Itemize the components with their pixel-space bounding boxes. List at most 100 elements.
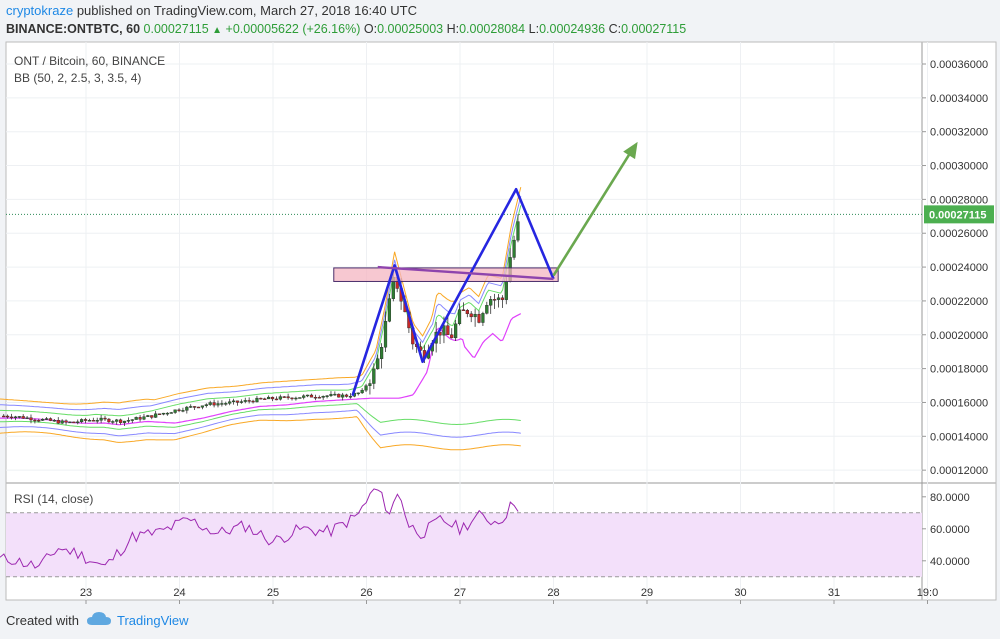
- candle-body: [173, 409, 177, 413]
- candle-body: [48, 418, 53, 421]
- time-tick-label: 27: [454, 587, 466, 599]
- price-tick-label: 0.00018000: [930, 364, 988, 376]
- candle-body: [68, 421, 72, 424]
- candle-body: [60, 420, 64, 424]
- price-tick-label: 0.00022000: [930, 296, 988, 308]
- candle-body: [454, 323, 458, 339]
- bb-indicator-label: BB (50, 2, 2.5, 3, 3.5, 4): [14, 71, 141, 85]
- candle-body: [200, 405, 205, 408]
- candle-body: [76, 421, 80, 424]
- price-tag-background: [924, 205, 994, 224]
- candle-body: [118, 419, 123, 423]
- candle-body: [376, 358, 380, 370]
- time-tick-label: 23: [80, 587, 92, 599]
- candle-body: [263, 398, 267, 400]
- candle-body: [337, 393, 341, 398]
- candle-body: [259, 397, 263, 400]
- rsi-tick-label: 40.0000: [930, 556, 970, 568]
- candle-body: [492, 299, 497, 301]
- candle-body: [255, 397, 259, 403]
- candle-body: [134, 417, 138, 420]
- candle-body: [267, 396, 271, 400]
- candle-body: [485, 305, 489, 314]
- candle-body: [247, 400, 251, 402]
- candle-body: [477, 313, 481, 323]
- candle-body: [41, 418, 45, 421]
- price-tick-label: 0.00032000: [930, 127, 988, 139]
- candle-body: [309, 394, 314, 398]
- price-tick-label: 0.00020000: [930, 330, 988, 342]
- time-tick-label: 28: [547, 587, 559, 599]
- candle-body: [325, 395, 329, 397]
- candle-body: [251, 400, 255, 403]
- candle-body: [161, 412, 166, 415]
- candle-body: [302, 395, 306, 398]
- candle-body: [21, 416, 25, 419]
- price-tick-label: 0.00030000: [930, 161, 988, 173]
- time-tick-label: 29: [641, 587, 653, 599]
- candle-body: [126, 420, 130, 422]
- candle-body: [2, 415, 6, 418]
- bollinger-upper-band: [0, 205, 522, 417]
- candle-body: [344, 394, 349, 397]
- candle-body: [278, 396, 282, 400]
- candle-body: [13, 416, 18, 419]
- candle-body: [29, 417, 33, 421]
- candle-body: [282, 396, 286, 398]
- candle-body: [380, 346, 384, 359]
- candle-body: [473, 313, 477, 318]
- tradingview-brand-link[interactable]: TradingView: [116, 613, 189, 628]
- bollinger-lower-band: [0, 416, 521, 451]
- candle-body: [44, 418, 49, 420]
- candle-body: [99, 417, 103, 421]
- candle-body: [231, 400, 236, 403]
- candle-body: [33, 419, 37, 422]
- candle-body: [208, 402, 212, 405]
- price-tick-label: 0.00016000: [930, 397, 988, 409]
- candle-body: [130, 419, 134, 421]
- candle-body: [450, 334, 454, 339]
- candle-body: [442, 325, 446, 336]
- rsi-tick-label: 80.0000: [930, 492, 970, 504]
- price-change: +0.00005622 (+26.16%): [225, 22, 361, 36]
- up-triangle-icon: ▲: [212, 25, 223, 36]
- candle-body: [341, 394, 345, 398]
- bollinger-upper-band: [0, 186, 522, 405]
- candle-body: [239, 401, 243, 403]
- candle-body: [235, 400, 240, 403]
- time-tick-label: 31: [828, 587, 840, 599]
- support-zone-rectangle: [333, 267, 559, 282]
- bollinger-upper-band: [0, 196, 522, 411]
- price-tick-label: 0.00034000: [930, 93, 988, 105]
- candle-body: [457, 309, 462, 325]
- candle-body: [87, 420, 92, 422]
- chart-background: [6, 42, 996, 600]
- candle-body: [150, 415, 154, 418]
- candle-body: [95, 420, 99, 422]
- time-tick-label: 19:0: [917, 587, 938, 599]
- candle-body: [481, 313, 485, 323]
- candle-body: [204, 404, 208, 406]
- candle-body: [107, 418, 111, 423]
- candle-body: [83, 419, 88, 421]
- candle-body: [348, 396, 353, 398]
- candle-body: [138, 417, 142, 420]
- neckline-drawing: [377, 265, 554, 281]
- candle-body: [317, 397, 321, 399]
- candle-body: [286, 396, 290, 399]
- symbol-summary: BINANCE:ONTBTC, 60 0.00027115 ▲ +0.00005…: [6, 22, 686, 36]
- chart-frame: [5, 41, 997, 601]
- tradingview-cloud-icon: [86, 612, 111, 629]
- candle-body: [356, 392, 360, 395]
- candle-body: [368, 383, 372, 386]
- candle-body: [446, 325, 450, 335]
- author-link[interactable]: cryptokraze: [6, 3, 74, 18]
- symbol-label: BINANCE:ONTBTC, 60: [6, 22, 141, 36]
- candle-body: [469, 313, 473, 318]
- price-tag: 0.00027115: [929, 209, 987, 221]
- last-price: 0.00027115: [143, 22, 209, 36]
- candle-body: [243, 400, 247, 402]
- candle-body: [372, 368, 376, 384]
- candle-body: [298, 397, 302, 399]
